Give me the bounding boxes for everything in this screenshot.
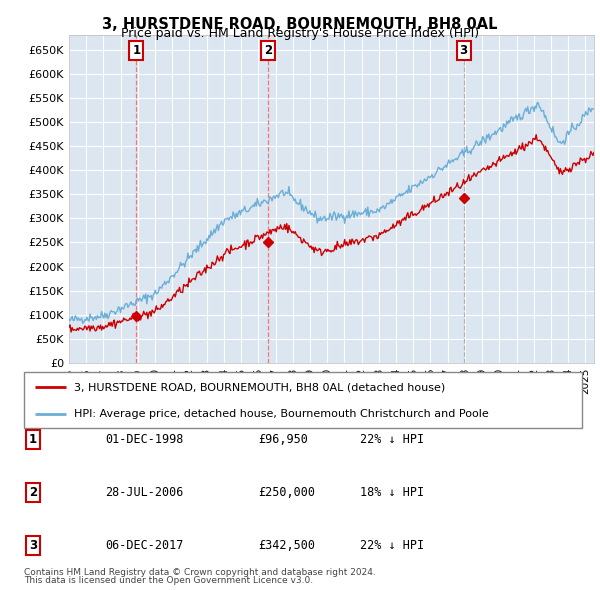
Text: 01-DEC-1998: 01-DEC-1998 [105, 433, 184, 446]
Text: Price paid vs. HM Land Registry's House Price Index (HPI): Price paid vs. HM Land Registry's House … [121, 27, 479, 40]
Text: £96,950: £96,950 [258, 433, 308, 446]
Text: 3: 3 [29, 539, 37, 552]
Text: 22% ↓ HPI: 22% ↓ HPI [360, 539, 424, 552]
Text: 06-DEC-2017: 06-DEC-2017 [105, 539, 184, 552]
Text: 2: 2 [29, 486, 37, 499]
Text: 2: 2 [264, 44, 272, 57]
Text: 3, HURSTDENE ROAD, BOURNEMOUTH, BH8 0AL: 3, HURSTDENE ROAD, BOURNEMOUTH, BH8 0AL [102, 17, 498, 31]
Text: This data is licensed under the Open Government Licence v3.0.: This data is licensed under the Open Gov… [24, 576, 313, 585]
Text: HPI: Average price, detached house, Bournemouth Christchurch and Poole: HPI: Average price, detached house, Bour… [74, 409, 489, 419]
Text: 1: 1 [29, 433, 37, 446]
Text: 1: 1 [133, 44, 140, 57]
Text: 3, HURSTDENE ROAD, BOURNEMOUTH, BH8 0AL (detached house): 3, HURSTDENE ROAD, BOURNEMOUTH, BH8 0AL … [74, 382, 445, 392]
Text: 3: 3 [460, 44, 467, 57]
Text: 22% ↓ HPI: 22% ↓ HPI [360, 433, 424, 446]
Text: £342,500: £342,500 [258, 539, 315, 552]
FancyBboxPatch shape [24, 372, 582, 428]
Text: Contains HM Land Registry data © Crown copyright and database right 2024.: Contains HM Land Registry data © Crown c… [24, 568, 376, 577]
Text: £250,000: £250,000 [258, 486, 315, 499]
Text: 18% ↓ HPI: 18% ↓ HPI [360, 486, 424, 499]
Text: 28-JUL-2006: 28-JUL-2006 [105, 486, 184, 499]
